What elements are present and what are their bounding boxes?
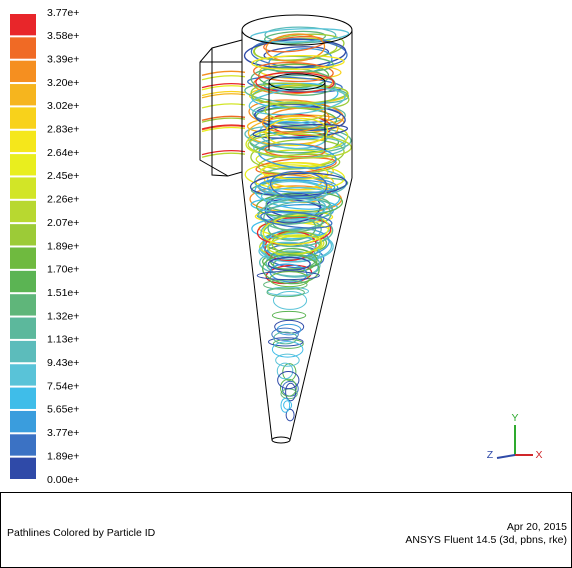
colorbar-swatch — [10, 224, 36, 245]
colorbar-swatch — [10, 294, 36, 315]
axis-label-x: X — [535, 449, 542, 461]
plot-title: Pathlines Colored by Particle ID — [7, 527, 155, 539]
colorbar-swatch — [10, 411, 36, 432]
pathline — [202, 71, 245, 75]
pathline — [202, 76, 245, 80]
version: ANSYS Fluent 14.5 (3d, pbns, rke) — [405, 534, 567, 547]
colorbar-label: 9.43e+01 — [47, 357, 91, 369]
colorbar-swatch — [10, 364, 36, 385]
colorbar-label: 2.45e+02 — [47, 170, 91, 182]
colorbar-label: 1.70e+02 — [47, 264, 91, 276]
colorbar-swatch — [10, 388, 36, 409]
footer-info: Apr 20, 2015 ANSYS Fluent 14.5 (3d, pbns… — [405, 521, 567, 547]
colorbar-swatch — [10, 177, 36, 198]
colorbar-label: 3.20e+02 — [47, 77, 91, 89]
colorbar-label: 1.13e+02 — [47, 334, 91, 346]
colorbar-swatch — [10, 434, 36, 455]
axis-label-z: Z — [487, 449, 494, 461]
colorbar-label: 3.39e+02 — [47, 53, 91, 65]
colorbar-label: 1.89e+01 — [47, 450, 91, 462]
colorbar-label: 1.89e+02 — [47, 240, 91, 252]
colorbar-swatch — [10, 154, 36, 175]
pathline — [284, 401, 292, 410]
pathlines — [202, 27, 352, 421]
colorbar-swatch — [10, 271, 36, 292]
colorbar-label: 2.26e+02 — [47, 194, 91, 206]
colorbar-swatch — [10, 107, 36, 128]
colorbar-swatch — [10, 61, 36, 82]
colorbar-swatch — [10, 458, 36, 479]
colorbar-label: 2.64e+02 — [47, 147, 91, 159]
colorbar-label: 7.54e+01 — [47, 380, 91, 392]
colorbar-swatch — [10, 248, 36, 269]
colorbar-label: 3.77e+02 — [47, 7, 91, 19]
pathline — [281, 399, 290, 413]
colorbar-label: 3.02e+02 — [47, 100, 91, 112]
colorbar-swatch — [10, 341, 36, 362]
fluent-window: 3.77e+02 3.58e+02 3.39e+02 3.20e+02 3.02e+02… — [0, 0, 572, 568]
colorbar-label: 3.77e+01 — [47, 427, 91, 439]
colorbar-label: 1.51e+02 — [47, 287, 91, 299]
colorbar-label: 1.32e+02 — [47, 310, 91, 322]
colorbar-swatch — [10, 131, 36, 152]
colorbar-swatch — [10, 37, 36, 58]
colorbar-label: 3.58e+02 — [47, 30, 91, 42]
colorbar: 3.77e+02 3.58e+02 3.39e+02 3.20e+02 3.02e+02… — [10, 7, 91, 486]
axis-triad: Y X Z — [487, 412, 543, 461]
date: Apr 20, 2015 — [405, 521, 567, 534]
graphics-view: 3.77e+02 3.58e+02 3.39e+02 3.20e+02 3.02e+02… — [0, 0, 572, 490]
colorbar-label: 5.65e+01 — [47, 404, 91, 416]
colorbar-label: 0.00e+00 — [47, 474, 91, 486]
colorbar-swatch — [10, 201, 36, 222]
pathline — [272, 311, 305, 319]
colorbar-label: 2.07e+02 — [47, 217, 91, 229]
footer: Pathlines Colored by Particle ID Apr 20,… — [0, 492, 572, 568]
pathline — [202, 104, 245, 108]
axis-label-y: Y — [511, 412, 518, 424]
colorbar-label: 2.83e+02 — [47, 124, 91, 136]
colorbar-swatch — [10, 318, 36, 339]
colorbar-labels: 3.77e+02 3.58e+02 3.39e+02 3.20e+02 3.02e+02… — [47, 7, 91, 486]
colorbar-swatch — [10, 84, 36, 105]
pathline — [202, 153, 245, 157]
colorbar-swatch — [10, 14, 36, 35]
